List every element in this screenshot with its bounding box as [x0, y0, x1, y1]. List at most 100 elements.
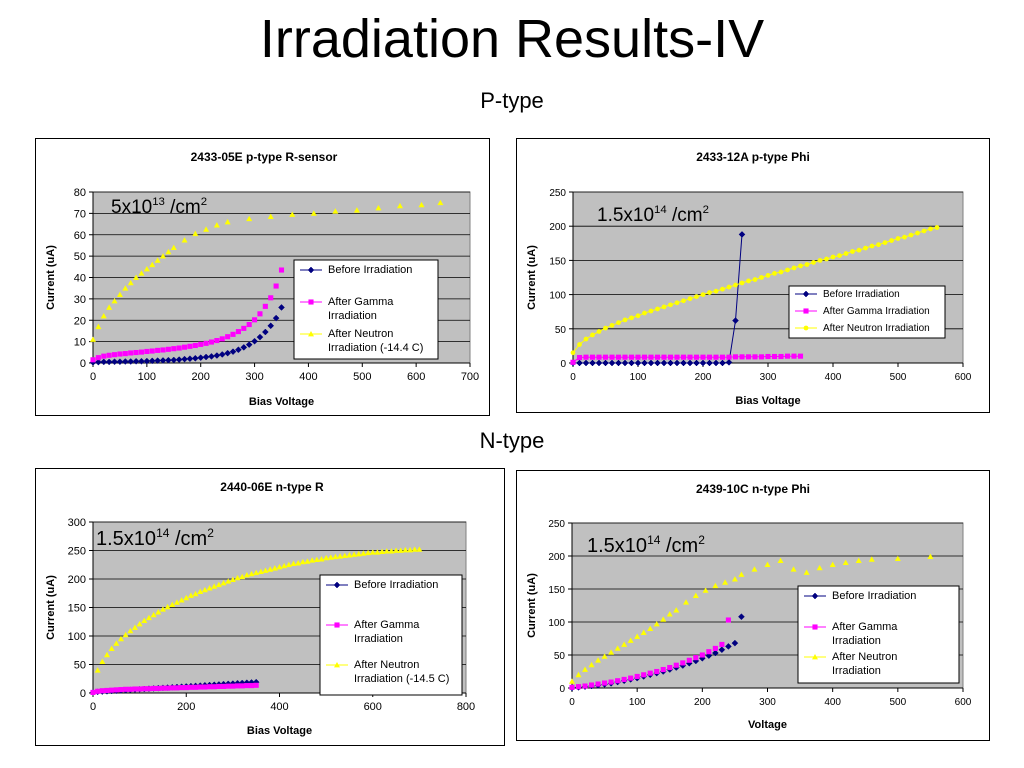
data-point — [257, 311, 263, 317]
data-point — [621, 359, 629, 367]
data-point — [719, 641, 725, 647]
data-point — [193, 684, 199, 690]
x-tick-label: 700 — [461, 371, 479, 383]
y-tick-label: 200 — [68, 574, 86, 586]
data-point — [271, 565, 278, 571]
y-tick-label: 50 — [555, 325, 567, 336]
x-tick-label: 0 — [569, 697, 575, 708]
data-point — [686, 657, 692, 663]
data-point — [416, 546, 423, 552]
data-point — [791, 265, 797, 271]
data-point — [583, 336, 589, 342]
data-point — [702, 587, 709, 593]
data-point — [178, 597, 185, 603]
data-point — [622, 317, 628, 323]
data-point — [323, 554, 330, 561]
x-axis-label: Bias Voltage — [249, 396, 314, 408]
y-tick-label: 100 — [548, 618, 565, 629]
data-point — [187, 592, 194, 598]
data-point — [206, 585, 213, 591]
y-tick-label: 0 — [559, 684, 565, 695]
data-point — [589, 682, 595, 688]
data-point — [122, 285, 129, 291]
data-point — [225, 334, 231, 340]
data-point — [133, 349, 139, 356]
data-point — [680, 354, 687, 360]
data-point — [122, 631, 129, 638]
data-point — [160, 685, 166, 691]
chart-panel-2440-06e: 2440-06E n-type R 0 50 100 150 200 250 300 0 200 4… — [35, 468, 505, 746]
data-point — [842, 559, 849, 565]
data-point — [628, 354, 635, 360]
data-point — [150, 611, 157, 618]
x-tick-label: 300 — [245, 371, 263, 383]
data-point — [239, 683, 245, 689]
fluence-unit-exponent: 2 — [698, 533, 705, 547]
data-point — [106, 304, 113, 310]
data-point — [902, 234, 907, 240]
data-point — [712, 359, 720, 367]
series-gamma — [570, 353, 804, 365]
data-point — [615, 678, 621, 684]
data-point — [634, 633, 641, 639]
data-point — [137, 686, 143, 692]
data-point — [674, 354, 680, 360]
data-point — [609, 322, 615, 328]
data-point — [375, 205, 382, 211]
data-point — [402, 546, 409, 553]
y-axis-label: Current (uA) — [45, 245, 57, 310]
data-point — [351, 551, 358, 557]
data-point — [680, 660, 686, 666]
x-tick-label: 400 — [270, 701, 288, 713]
data-point — [90, 689, 96, 695]
data-point — [641, 354, 648, 360]
data-point — [856, 247, 862, 253]
data-point — [894, 555, 901, 562]
data-point — [732, 354, 739, 360]
y-tick-label: 150 — [548, 585, 565, 596]
data-point — [207, 684, 213, 690]
data-point — [220, 579, 227, 586]
chart-svg: 2433-05E p-type R-sensor0102030405060708… — [45, 150, 479, 408]
data-point — [360, 550, 367, 556]
data-point — [758, 354, 765, 360]
legend-marker — [334, 622, 340, 628]
data-point — [772, 270, 777, 276]
data-point — [731, 639, 739, 647]
legend-label: Irradiation (-14.4 C) — [328, 342, 423, 354]
legend-marker — [811, 592, 819, 600]
data-point — [132, 686, 138, 692]
data-point — [752, 354, 758, 360]
data-point — [784, 353, 791, 359]
x-tick-label: 600 — [955, 372, 972, 383]
data-point — [589, 354, 596, 360]
data-point — [680, 359, 687, 367]
data-point — [693, 655, 699, 661]
data-point — [267, 322, 275, 330]
data-point — [388, 548, 395, 554]
data-point — [253, 569, 260, 576]
legend-label: After Neutron — [328, 328, 393, 340]
data-point — [615, 354, 622, 360]
series-neutron — [94, 546, 423, 673]
data-point — [379, 548, 386, 555]
data-point — [648, 354, 654, 360]
data-point — [248, 570, 255, 577]
legend-label: Before Irradiation — [328, 264, 412, 276]
data-point — [245, 341, 253, 348]
data-point — [251, 337, 258, 345]
data-point — [720, 286, 725, 292]
data-point — [824, 256, 829, 262]
legend-label: Before Irradiation — [354, 579, 438, 591]
data-point — [628, 359, 635, 367]
data-point — [225, 578, 232, 584]
data-point — [687, 354, 693, 360]
data-point — [118, 687, 124, 693]
data-point — [94, 667, 101, 673]
data-point — [106, 352, 112, 358]
y-tick-label: 50 — [74, 660, 86, 672]
data-point — [171, 346, 177, 352]
data-point — [197, 588, 204, 594]
data-point — [246, 215, 253, 222]
data-point — [570, 350, 576, 356]
